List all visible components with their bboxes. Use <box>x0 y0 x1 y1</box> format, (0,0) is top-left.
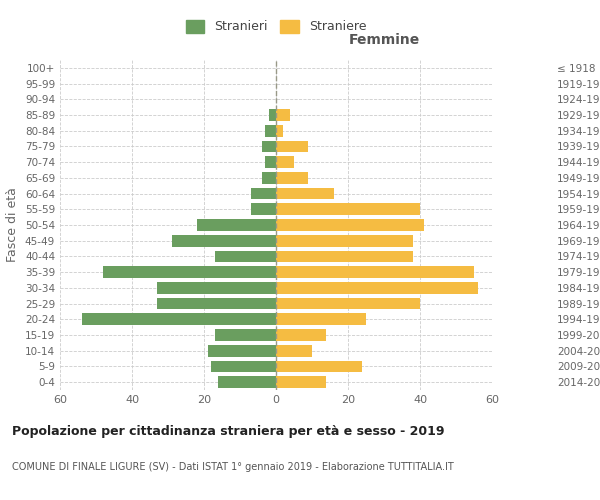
Bar <box>208 345 276 356</box>
Bar <box>276 345 312 356</box>
Bar <box>276 156 294 168</box>
Bar <box>157 298 276 310</box>
Bar <box>276 298 420 310</box>
Bar <box>276 235 413 246</box>
Bar <box>218 376 276 388</box>
Bar <box>276 314 366 325</box>
Text: Femmine: Femmine <box>349 33 419 47</box>
Legend: Stranieri, Straniere: Stranieri, Straniere <box>179 14 373 40</box>
Bar <box>265 125 276 136</box>
Bar <box>211 360 276 372</box>
Bar <box>276 109 290 121</box>
Bar <box>276 250 413 262</box>
Bar <box>157 282 276 294</box>
Bar <box>276 219 424 231</box>
Bar <box>215 329 276 341</box>
Bar <box>276 172 308 184</box>
Bar <box>276 204 420 215</box>
Bar <box>215 250 276 262</box>
Bar <box>276 376 326 388</box>
Bar <box>276 266 474 278</box>
Bar <box>265 156 276 168</box>
Bar <box>276 140 308 152</box>
Bar <box>276 360 362 372</box>
Bar <box>197 219 276 231</box>
Bar <box>276 188 334 200</box>
Bar <box>251 188 276 200</box>
Text: Popolazione per cittadinanza straniera per età e sesso - 2019: Popolazione per cittadinanza straniera p… <box>12 425 445 438</box>
Text: COMUNE DI FINALE LIGURE (SV) - Dati ISTAT 1° gennaio 2019 - Elaborazione TUTTITA: COMUNE DI FINALE LIGURE (SV) - Dati ISTA… <box>12 462 454 472</box>
Bar <box>269 109 276 121</box>
Bar <box>82 314 276 325</box>
Bar <box>276 125 283 136</box>
Bar <box>172 235 276 246</box>
Bar <box>103 266 276 278</box>
Bar <box>276 282 478 294</box>
Y-axis label: Fasce di età: Fasce di età <box>7 188 19 262</box>
Bar <box>276 329 326 341</box>
Bar <box>262 172 276 184</box>
Bar <box>262 140 276 152</box>
Bar <box>251 204 276 215</box>
